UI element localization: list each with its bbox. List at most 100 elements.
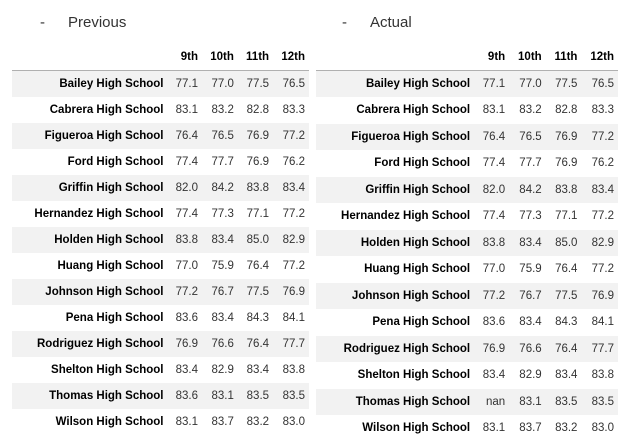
score-cell: 77.2	[282, 259, 305, 272]
score-cell: 83.5	[246, 389, 270, 402]
score-cell: 82.0	[482, 183, 506, 196]
score-cell: 76.2	[591, 157, 614, 170]
score-cell: 83.1	[211, 389, 234, 402]
actual-column-header: 11th	[545, 44, 582, 71]
table-row: Ford High School 77.4 77.7 76.9 76.2	[316, 150, 618, 177]
score-cell: 77.1	[175, 77, 198, 90]
score-cell: 77.4	[482, 157, 506, 170]
score-cell: 77.2	[175, 285, 198, 298]
score-cell: 77.0	[482, 263, 506, 276]
score-cell: 77.0	[211, 77, 234, 90]
previous-heading: - Previous	[12, 0, 309, 44]
table-row: Hernandez High School 77.4 77.3 77.1 77.2	[316, 203, 618, 230]
score-cell: 77.7	[211, 155, 234, 168]
table-row: Hernandez High School 77.4 77.3 77.1 77.2	[12, 200, 309, 227]
score-cell: 77.4	[175, 155, 198, 168]
school-name-cell: Rodriguez High School	[343, 342, 471, 355]
previous-column-header: 9th	[167, 44, 202, 71]
school-name-cell: Johnson High School	[351, 289, 471, 302]
previous-table: 9th 10th 11th 12th Bailey High School 77.…	[12, 44, 309, 435]
score-cell: 77.3	[519, 210, 542, 223]
score-cell: 83.1	[482, 104, 506, 117]
score-cell: 76.4	[175, 129, 198, 142]
score-cell: 85.0	[555, 236, 578, 249]
school-name-cell: Johnson High School	[45, 285, 164, 298]
score-cell: 76.6	[211, 337, 234, 350]
previous-column-header: 10th	[201, 44, 238, 71]
score-cell: 76.5	[519, 130, 542, 143]
table-row: Rodriguez High School 76.9 76.6 76.4 77.7	[12, 330, 309, 357]
score-cell: 82.9	[282, 233, 305, 246]
actual-column-header: 12th	[581, 44, 618, 71]
actual-table-body: Bailey High School 77.1 77.0 77.5 76.5 Cabrer…	[316, 70, 618, 442]
table-row: Cabrera High School 83.1 83.2 82.8 83.3	[12, 96, 309, 123]
score-cell: 76.7	[211, 285, 234, 298]
score-cell: 84.3	[555, 316, 578, 329]
score-cell: 82.8	[555, 104, 578, 117]
school-name-cell: Griffin High School	[365, 183, 471, 196]
school-name-cell: Wilson High School	[362, 422, 471, 435]
actual-heading-title: Actual	[370, 13, 412, 31]
score-cell: 83.6	[482, 316, 506, 329]
score-cell: 77.3	[211, 207, 234, 220]
score-cell: 76.9	[555, 130, 578, 143]
score-cell: 77.5	[555, 78, 578, 90]
table-row: Huang High School 77.0 75.9 76.4 77.2	[316, 256, 618, 283]
score-cell: 83.4	[482, 369, 506, 382]
score-cell: 77.2	[282, 207, 305, 220]
actual-column-header: 10th	[509, 44, 546, 71]
table-row: Holden High School 83.8 83.4 85.0 82.9	[12, 226, 309, 253]
score-cell: 76.2	[282, 155, 305, 168]
score-cell: 83.4	[591, 183, 614, 196]
score-cell: 83.1	[175, 103, 198, 116]
score-cell: 77.1	[482, 78, 506, 90]
score-cell: 83.3	[591, 104, 614, 117]
score-cell: 77.5	[246, 77, 270, 90]
score-cell: 83.4	[246, 363, 270, 376]
score-cell: 77.2	[591, 263, 614, 276]
score-cell: 76.9	[282, 285, 305, 298]
score-cell: 83.4	[282, 181, 305, 194]
previous-table-body: Bailey High School 77.1 77.0 77.5 76.5 Cabrer…	[12, 70, 309, 435]
score-cell: 83.4	[211, 233, 234, 246]
score-cell: 76.9	[246, 155, 270, 168]
score-cell: 83.2	[519, 104, 542, 117]
table-row: Rodriguez High School 76.9 76.6 76.4 77.7	[316, 335, 618, 362]
table-row: Pena High School 83.6 83.4 84.3 84.1	[12, 304, 309, 331]
score-cell: 83.8	[282, 363, 305, 376]
score-cell: 76.5	[211, 129, 234, 142]
previous-column-header: 11th	[237, 44, 274, 71]
score-cell: 85.0	[246, 233, 270, 246]
score-cell: 76.9	[555, 157, 578, 170]
school-name-cell: Thomas High School	[49, 389, 164, 402]
score-cell: 82.9	[211, 363, 234, 376]
table-row: Griffin High School 82.0 84.2 83.8 83.4	[12, 174, 309, 201]
school-name-cell: Bailey High School	[59, 77, 164, 90]
school-name-cell: Hernandez High School	[341, 210, 471, 223]
score-cell: 76.4	[555, 342, 578, 355]
score-cell: 83.6	[175, 389, 198, 402]
score-cell: 76.5	[282, 77, 305, 90]
previous-column-header: 12th	[273, 44, 309, 71]
table-row: Figueroa High School 76.4 76.5 76.9 77.2	[316, 123, 618, 150]
school-name-cell: Pena High School	[65, 311, 164, 324]
actual-heading-dash: -	[342, 13, 347, 31]
score-cell: 83.0	[591, 422, 614, 435]
table-row: Bailey High School 77.1 77.0 77.5 76.5	[316, 70, 618, 97]
score-cell: 83.6	[175, 311, 198, 324]
table-row: Thomas High School nan 83.1 83.5 83.5	[316, 388, 618, 415]
score-cell: 77.7	[282, 337, 305, 350]
score-cell: 76.4	[246, 259, 270, 272]
school-name-cell: Bailey High School	[365, 78, 471, 90]
score-cell: 76.4	[246, 337, 270, 350]
score-cell: 83.8	[482, 236, 506, 249]
score-cell: 77.1	[555, 210, 578, 223]
score-cell: 76.7	[519, 289, 542, 302]
school-name-cell: Pena High School	[372, 316, 471, 329]
school-name-cell: Cabrera High School	[49, 103, 164, 116]
score-cell: 83.1	[482, 422, 506, 435]
school-name-cell: Holden High School	[360, 236, 471, 249]
previous-header-row: 9th 10th 11th 12th	[12, 44, 309, 71]
school-name-cell: Rodriguez High School	[37, 337, 164, 350]
score-cell: 76.9	[246, 129, 270, 142]
